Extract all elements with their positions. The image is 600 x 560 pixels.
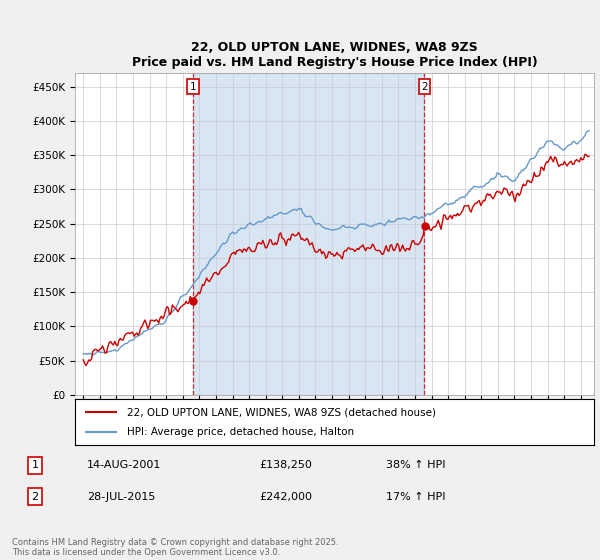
Text: 28-JUL-2015: 28-JUL-2015 [87,492,155,502]
Text: 1: 1 [190,82,196,91]
Text: 14-AUG-2001: 14-AUG-2001 [87,460,161,470]
Text: £138,250: £138,250 [260,460,313,470]
Text: Contains HM Land Registry data © Crown copyright and database right 2025.
This d: Contains HM Land Registry data © Crown c… [12,538,338,557]
Text: 38% ↑ HPI: 38% ↑ HPI [386,460,446,470]
Title: 22, OLD UPTON LANE, WIDNES, WA8 9ZS
Price paid vs. HM Land Registry's House Pric: 22, OLD UPTON LANE, WIDNES, WA8 9ZS Pric… [131,41,538,69]
Text: 17% ↑ HPI: 17% ↑ HPI [386,492,446,502]
Text: 22, OLD UPTON LANE, WIDNES, WA8 9ZS (detached house): 22, OLD UPTON LANE, WIDNES, WA8 9ZS (det… [127,407,436,417]
Text: £242,000: £242,000 [260,492,313,502]
Text: 2: 2 [31,492,38,502]
Text: HPI: Average price, detached house, Halton: HPI: Average price, detached house, Halt… [127,427,354,437]
Bar [193,73,424,395]
Text: 1: 1 [32,460,38,470]
Text: 2: 2 [421,82,428,91]
